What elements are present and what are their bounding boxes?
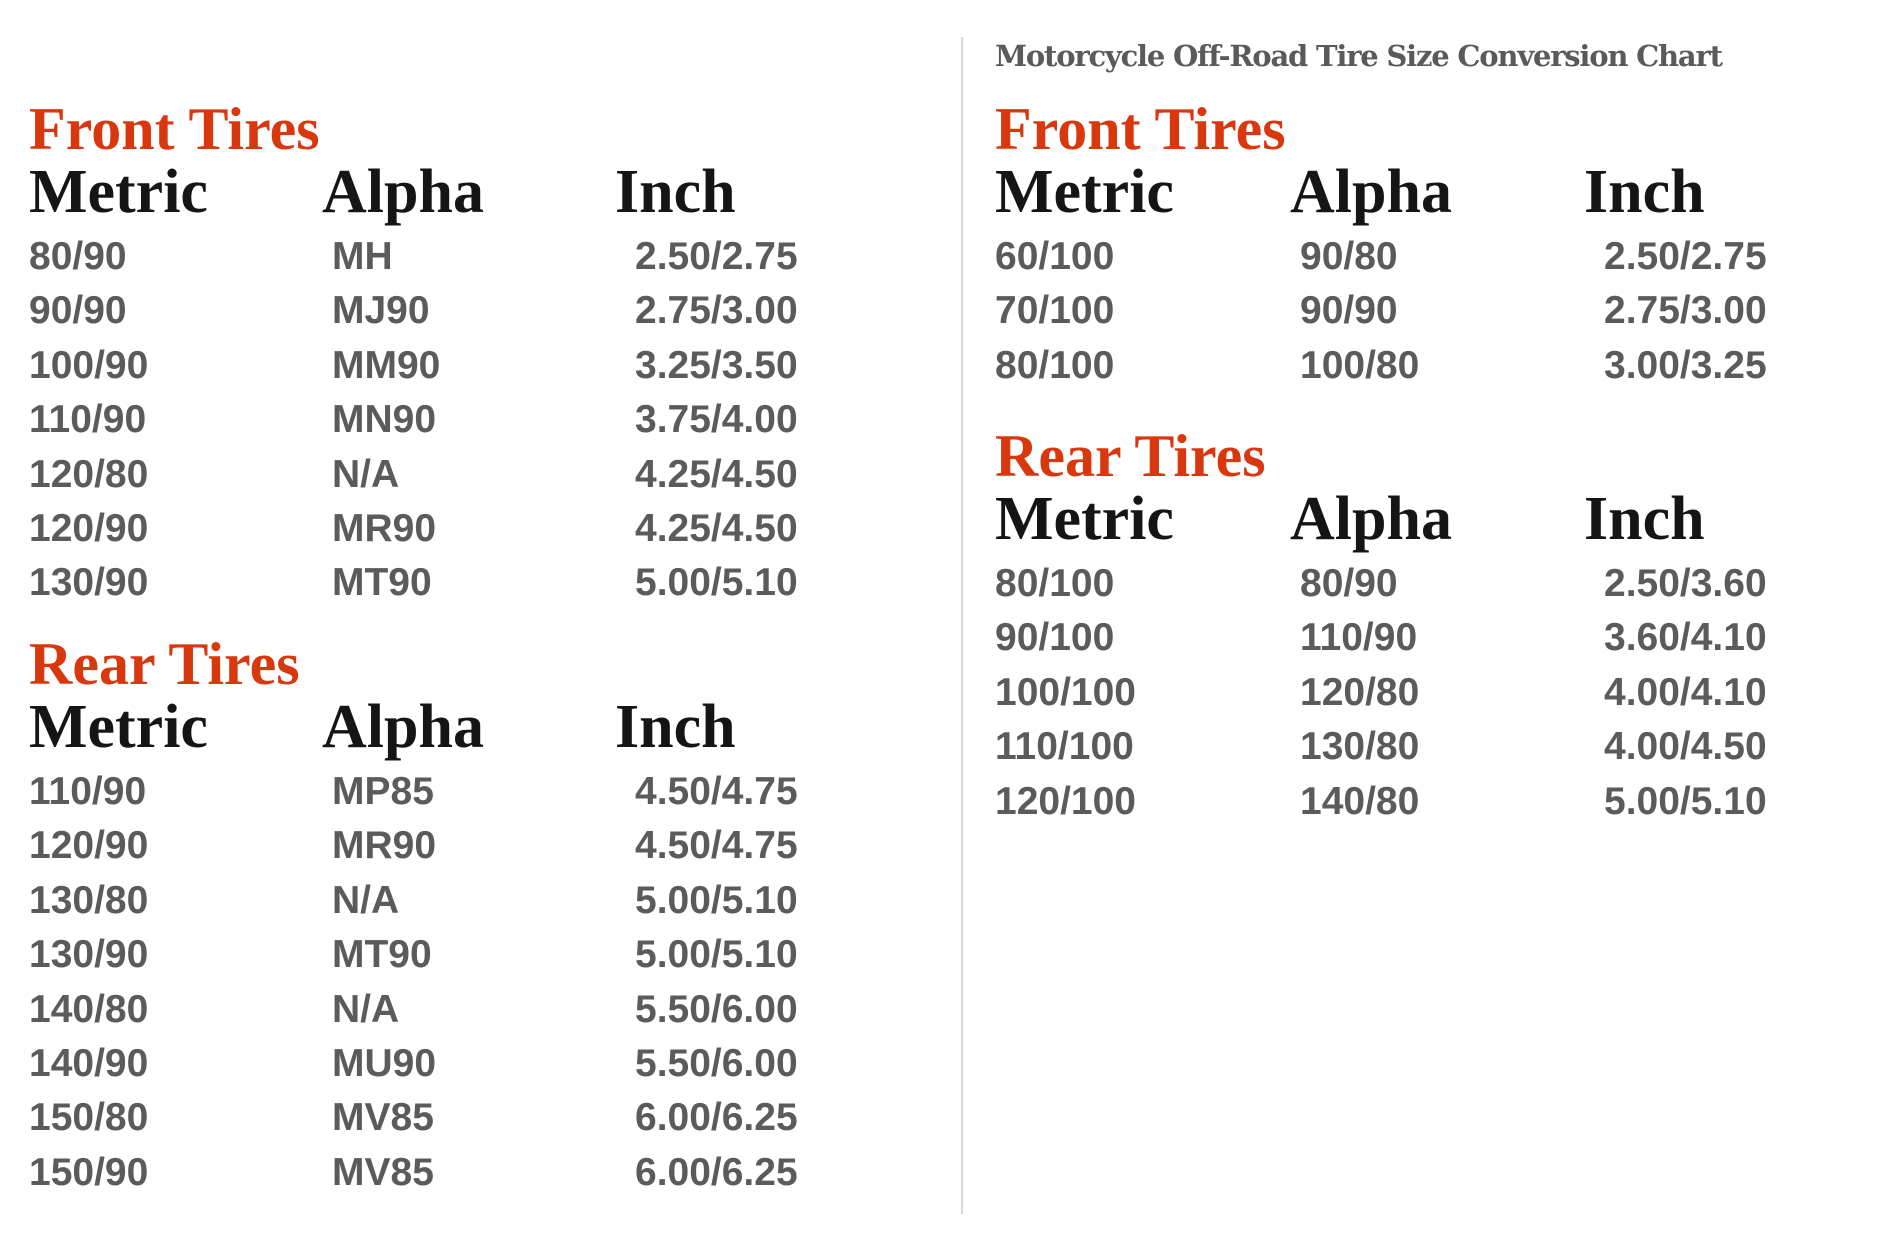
cell-metric: 150/80 [29,1096,149,1140]
column-divider [961,37,963,1214]
cell-alpha: MN90 [332,398,437,442]
cell-alpha: N/A [332,987,400,1031]
cell-alpha: 110/90 [1300,616,1418,660]
cell-inch: 3.75/4.00 [635,398,798,442]
cell-inch: 3.00/3.25 [1604,343,1767,387]
cell-alpha: MH [332,235,393,278]
cell-inch: 4.25/4.50 [635,507,798,550]
cell-metric: 120/90 [29,507,149,550]
cell-inch: 5.00/5.10 [1604,779,1767,823]
column-header-alpha: Alpha [322,693,484,761]
cell-inch: 2.50/2.75 [635,235,798,278]
cell-inch: 2.50/3.60 [1604,562,1767,605]
cell-inch: 2.75/3.00 [1604,289,1767,333]
cell-alpha: 90/90 [1300,289,1398,333]
cell-metric: 150/90 [29,1150,149,1194]
column-header-alpha: Alpha [322,158,484,226]
cell-inch: 5.50/6.00 [635,1042,798,1085]
cell-inch: 4.00/4.50 [1604,725,1767,769]
cell-metric: 90/90 [29,289,127,333]
cell-inch: 4.00/4.10 [1604,670,1767,714]
cell-metric: 140/80 [29,987,149,1031]
cell-alpha: MM90 [332,343,441,387]
cell-inch: 5.00/5.10 [635,561,798,605]
cell-inch: 2.75/3.00 [635,289,798,333]
cell-metric: 80/100 [995,343,1115,387]
cell-alpha: MR90 [332,824,437,868]
cell-inch: 5.00/5.10 [635,933,798,977]
column-header-metric: Metric [995,485,1174,553]
cell-metric: 120/80 [29,452,149,496]
section-heading: Front Tires [29,96,320,162]
cell-alpha: MV85 [332,1150,434,1194]
cell-metric: 80/90 [29,235,127,278]
cell-alpha: MJ90 [332,289,430,333]
cell-alpha: MP85 [332,770,434,813]
cell-metric: 110/90 [29,770,147,813]
cell-metric: 110/90 [29,398,147,442]
cell-alpha: 140/80 [1300,779,1420,823]
cell-metric: 60/100 [995,235,1115,278]
cell-alpha: MV85 [332,1096,434,1140]
cell-inch: 4.50/4.75 [635,824,798,868]
column-header-inch: Inch [615,693,736,761]
section-heading: Front Tires [995,96,1286,162]
cell-metric: 80/100 [995,562,1115,605]
cell-metric: 110/100 [995,725,1134,769]
cell-inch: 6.00/6.25 [635,1096,798,1140]
cell-metric: 70/100 [995,289,1115,333]
cell-metric: 120/100 [995,779,1136,823]
cell-inch: 5.50/6.00 [635,987,798,1031]
cell-alpha: 130/80 [1300,725,1420,769]
section-heading: Rear Tires [995,423,1266,489]
cell-metric: 140/90 [29,1042,149,1085]
column-header-alpha: Alpha [1290,158,1452,226]
column-header-inch: Inch [1584,158,1705,226]
cell-inch: 6.00/6.25 [635,1150,798,1194]
cell-metric: 100/100 [995,670,1136,714]
section-heading: Rear Tires [29,631,300,697]
cell-metric: 130/90 [29,561,149,605]
cell-alpha: 80/90 [1300,562,1398,605]
cell-alpha: MR90 [332,507,437,550]
cell-alpha: 90/80 [1300,235,1398,278]
column-header-inch: Inch [1584,485,1705,553]
column-header-metric: Metric [29,693,208,761]
cell-metric: 90/100 [995,616,1115,660]
cell-alpha: 120/80 [1300,670,1420,714]
column-header-metric: Metric [995,158,1174,226]
cell-metric: 130/90 [29,933,149,977]
cell-alpha: MT90 [332,561,432,605]
cell-metric: 120/90 [29,824,149,868]
cell-alpha: MU90 [332,1042,437,1085]
cell-inch: 4.25/4.50 [635,452,798,496]
chart-title: Motorcycle Off-Road Tire Size Conversion… [995,39,1723,73]
column-header-inch: Inch [615,158,736,226]
cell-alpha: N/A [332,452,400,496]
cell-metric: 100/90 [29,343,149,387]
cell-alpha: 100/80 [1300,343,1420,387]
cell-inch: 2.50/2.75 [1604,235,1767,278]
column-header-alpha: Alpha [1290,485,1452,553]
cell-inch: 4.50/4.75 [635,770,798,813]
cell-inch: 3.60/4.10 [1604,616,1767,660]
cell-alpha: N/A [332,878,400,922]
cell-alpha: MT90 [332,933,432,977]
cell-inch: 5.00/5.10 [635,878,798,922]
cell-inch: 3.25/3.50 [635,343,798,387]
column-header-metric: Metric [29,158,208,226]
cell-metric: 130/80 [29,878,149,922]
